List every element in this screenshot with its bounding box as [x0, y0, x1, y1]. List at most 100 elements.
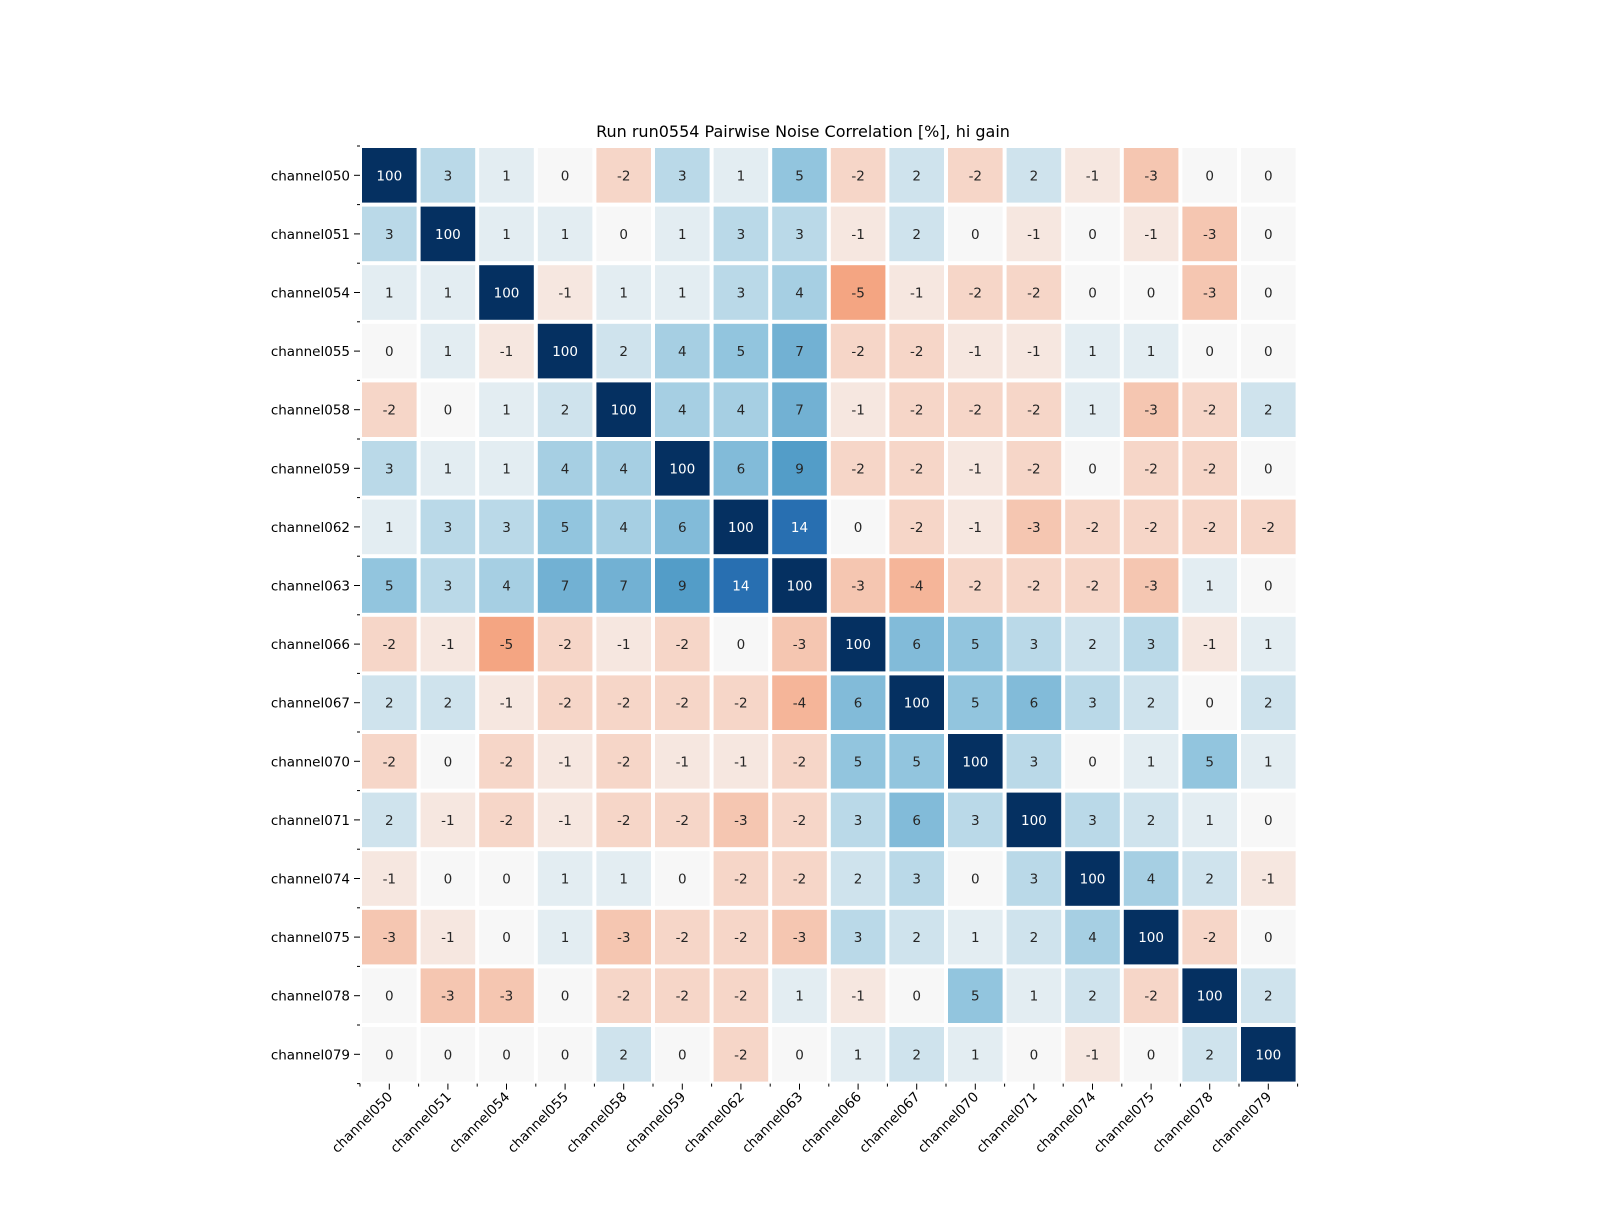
heatmap-cell-channel074-channel070 [948, 851, 1003, 906]
heatmap-cell-channel075-channel079 [1241, 909, 1296, 965]
cell-value-label: 1 [444, 461, 453, 477]
cell-value-label: -1 [1262, 872, 1275, 888]
heatmap-cell-channel059-channel078 [1182, 441, 1237, 496]
x-tick-label: channel051 [387, 1089, 454, 1156]
y-tick-label: channel062 [271, 520, 350, 536]
heatmap-cell-channel079-channel063 [772, 1027, 827, 1082]
heatmap-cell-channel050-channel067 [889, 148, 944, 203]
heatmap-cell-channel062-channel071 [1006, 499, 1062, 555]
heatmap-cell-channel074-channel071 [1006, 851, 1062, 906]
x-tick-label: channel050 [329, 1089, 396, 1156]
heatmap-cell-channel078-channel067 [889, 968, 944, 1023]
cell-value-label: -2 [383, 754, 396, 770]
cell-value-label: -3 [1203, 227, 1216, 243]
cell-value-label: 5 [561, 520, 570, 536]
cell-value-label: 5 [971, 696, 980, 712]
cell-value-label: -1 [1027, 227, 1040, 243]
x-tick-label: channel055 [505, 1089, 572, 1156]
cell-value-label: -1 [969, 461, 982, 477]
heatmap-cell-channel075-channel063 [772, 909, 827, 965]
cell-value-label: 9 [795, 461, 804, 477]
cell-value-label: 5 [912, 754, 921, 770]
heatmap-cell-channel055-channel058 [596, 323, 651, 379]
x-tick-label: channel066 [798, 1089, 865, 1156]
cell-value-label: 0 [737, 637, 746, 653]
x-tick-label: channel079 [1208, 1089, 1275, 1156]
cell-value-label: 3 [444, 168, 453, 184]
heatmap-cell-channel055-channel055 [537, 323, 593, 379]
cell-value-label: 0 [444, 403, 453, 419]
cell-value-label: -1 [558, 286, 571, 302]
heatmap-cell-channel074-channel079 [1241, 851, 1296, 906]
cell-value-label: 0 [1264, 461, 1273, 477]
heatmap-cell-channel059-channel062 [713, 441, 769, 496]
heatmap-cell-channel075-channel062 [713, 909, 769, 965]
y-tick-label: channel074 [271, 872, 350, 888]
heatmap-cell-channel050-channel066 [830, 148, 886, 203]
heatmap-cell-channel075-channel051 [420, 909, 476, 965]
cell-value-label: 3 [1030, 872, 1039, 888]
cell-value-label: -1 [558, 813, 571, 829]
heatmap-cell-channel075-channel059 [655, 909, 710, 965]
cell-value-label: 3 [971, 813, 980, 829]
cell-value-label: -1 [441, 637, 454, 653]
cell-value-label: 1 [385, 286, 394, 302]
cell-value-label: 100 [376, 168, 402, 184]
heatmap-cell-channel067-channel066 [830, 675, 886, 730]
cell-value-label: 5 [795, 168, 804, 184]
cell-value-label: -2 [617, 989, 630, 1005]
cell-value-label: 3 [444, 520, 453, 536]
heatmap-cell-channel066-channel078 [1182, 616, 1237, 672]
cell-value-label: 6 [854, 696, 863, 712]
cell-value-label: -2 [793, 754, 806, 770]
cell-value-label: 2 [385, 813, 394, 829]
heatmap-cell-channel071-channel070 [948, 792, 1003, 848]
heatmap-cell-channel074-channel054 [479, 851, 534, 906]
cell-value-label: -2 [617, 168, 630, 184]
cell-value-label: -3 [383, 930, 396, 946]
heatmap-cell-channel059-channel054 [479, 441, 534, 496]
cell-value-label: 1 [502, 227, 511, 243]
heatmap-cell-channel071-channel062 [713, 792, 769, 848]
cell-value-label: 4 [502, 579, 511, 595]
cell-value-label: -2 [1027, 286, 1040, 302]
cell-value-label: 2 [1205, 872, 1214, 888]
heatmap-cell-channel050-channel050 [362, 148, 417, 203]
heatmap-cell-channel055-channel062 [713, 323, 769, 379]
cell-value-label: 1 [1264, 637, 1273, 653]
cell-value-label: 0 [1264, 227, 1273, 243]
cell-value-label: -1 [969, 344, 982, 360]
heatmap-cell-channel051-channel051 [420, 206, 476, 262]
heatmap-cell-channel074-channel074 [1065, 851, 1120, 906]
heatmap-cell-channel058-channel055 [537, 382, 593, 437]
cell-value-label: -1 [1144, 227, 1157, 243]
heatmap-cell-channel067-channel063 [772, 675, 827, 730]
heatmap-cell-channel059-channel070 [948, 441, 1003, 496]
cell-value-label: -2 [734, 1047, 747, 1063]
cell-value-label: 4 [561, 461, 570, 477]
heatmap-cell-channel054-channel058 [596, 265, 651, 320]
heatmap-cell-channel075-channel066 [830, 909, 886, 965]
heatmap-cell-channel050-channel074 [1065, 148, 1120, 203]
heatmap-cell-channel050-channel062 [713, 148, 769, 203]
heatmap-cell-channel059-channel058 [596, 441, 651, 496]
heatmap-cell-channel070-channel079 [1241, 734, 1296, 789]
heatmap-cell-channel075-channel078 [1182, 909, 1237, 965]
heatmap-cell-channel051-channel066 [830, 206, 886, 262]
heatmap-cell-channel050-channel058 [596, 148, 651, 203]
heatmap-cell-channel055-channel059 [655, 323, 710, 379]
heatmap-cell-channel054-channel054 [479, 265, 534, 320]
cell-value-label: -3 [793, 637, 806, 653]
heatmap-cell-channel063-channel051 [420, 558, 476, 613]
heatmap-cell-channel066-channel075 [1123, 616, 1179, 672]
cell-value-label: 4 [678, 344, 687, 360]
cell-value-label: 2 [1264, 989, 1273, 1005]
heatmap-cell-channel078-channel071 [1006, 968, 1062, 1023]
cell-value-label: 0 [912, 989, 921, 1005]
cell-value-label: 6 [912, 813, 921, 829]
y-tick-label: channel059 [271, 461, 350, 477]
heatmap-cell-channel058-channel054 [479, 382, 534, 437]
heatmap-cell-channel066-channel050 [362, 616, 417, 672]
heatmap-cell-channel054-channel067 [889, 265, 944, 320]
